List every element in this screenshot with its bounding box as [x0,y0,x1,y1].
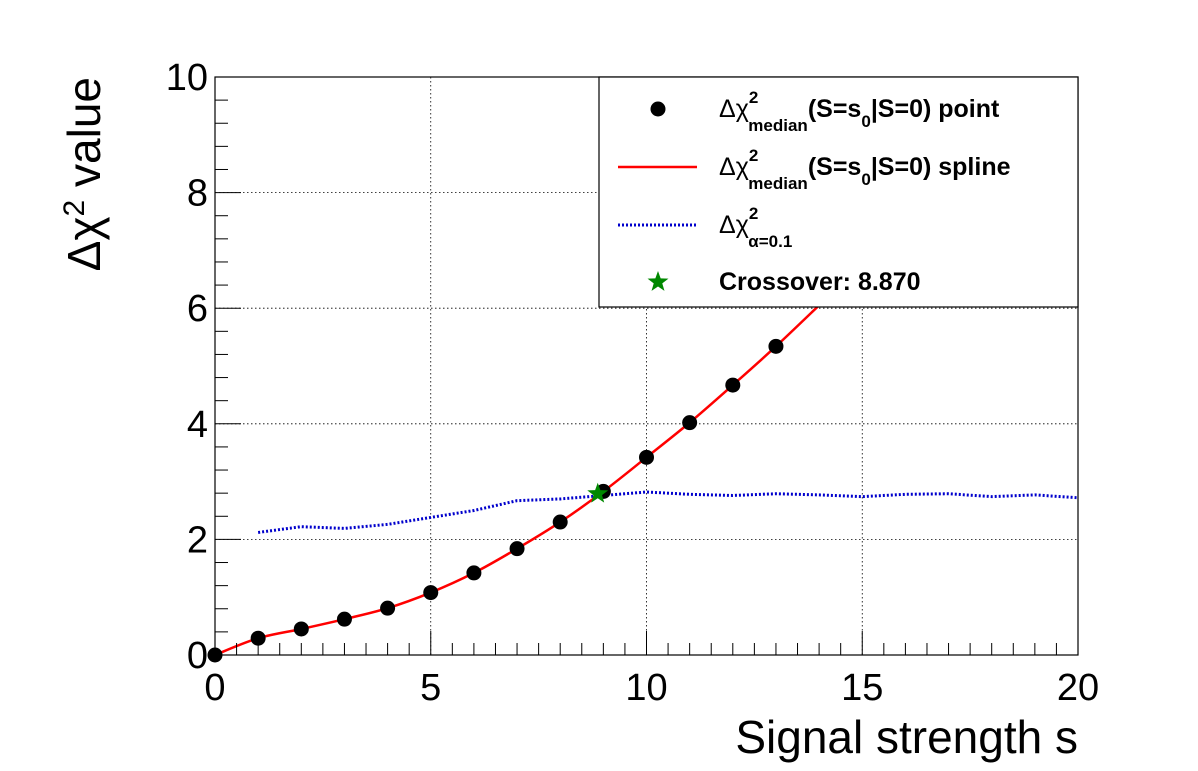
data-point [725,377,741,393]
legend-rest2: |S=0) spline [871,153,1011,181]
legend-delta: Δχ [719,95,749,123]
legend-delta: Δχ [719,211,749,239]
y-tick-label: 8 [187,173,208,215]
legend-label: Δχ2 median(S=s0|S=0) spline [719,146,1011,193]
legend-sub: median [748,116,808,135]
x-tick-label: 20 [1057,667,1099,709]
data-point [423,585,439,601]
x-tick-label: 10 [625,667,667,709]
legend-delta: Δχ [719,153,749,181]
data-point [466,565,482,581]
x-tick-label: 0 [204,667,225,709]
legend-sup: 2 [749,146,758,165]
legend-sub: median [748,174,808,193]
y-tick-label: 4 [187,404,208,446]
x-tick-label: 5 [420,667,441,709]
data-point [509,541,525,557]
legend-rest: (S=s [808,95,862,123]
data-point [250,630,266,646]
y-axis-title-sup: 2 [58,200,91,217]
legend-sub2: 0 [861,112,870,131]
legend-box [598,76,1079,308]
legend-rest2: |S=0) point [871,95,1000,123]
legend-sup: 2 [749,88,758,107]
legend-sup: 2 [749,204,758,223]
y-axis-title-delta: Δχ [58,216,110,271]
y-tick-label: 0 [187,635,208,677]
data-point [293,621,309,637]
series-line-alpha [257,490,1078,534]
y-axis-title: Δχ2 value [58,77,110,271]
crossover-marker [587,482,609,503]
x-tick-label: 15 [841,667,883,709]
legend-label: Crossover: 8.870 [719,268,921,296]
legend-symbol-point [650,101,666,117]
y-axis-title-rest: value [58,77,110,200]
legend-sub2: 0 [861,170,870,189]
data-point [639,449,654,465]
data-point [768,338,784,354]
legend-sub: α=0.1 [748,232,792,251]
legend-symbol-crossover [647,271,669,291]
y-tick-label: 2 [187,519,208,561]
data-point [380,600,396,616]
y-tick-label: 6 [187,288,208,330]
data-point [682,415,698,431]
data-point [552,514,568,530]
y-tick-label: 10 [166,57,208,99]
legend-rest: (S=s [808,153,862,181]
legend-label: Δχ2 median(S=s0|S=0) point [719,88,1000,135]
data-point [336,611,352,627]
series-layer [207,304,1078,663]
legend-label: Δχ2 α=0.1 [719,204,792,251]
x-axis-title: Signal strength s [735,711,1078,763]
series-line-spline [215,304,820,655]
